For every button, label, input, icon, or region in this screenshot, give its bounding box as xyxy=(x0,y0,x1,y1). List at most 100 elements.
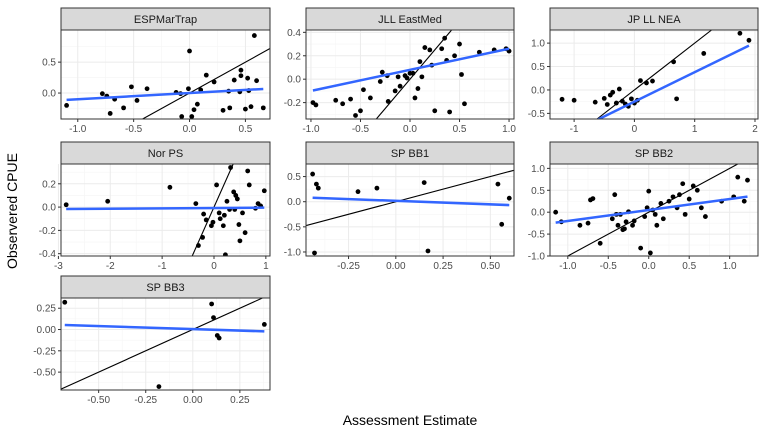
data-point xyxy=(187,48,192,54)
data-point xyxy=(630,222,635,228)
y-tick-label: -0.2 xyxy=(39,226,57,237)
data-point xyxy=(374,185,380,191)
data-point xyxy=(99,91,105,97)
data-point xyxy=(243,106,248,112)
data-point xyxy=(592,99,598,105)
data-point xyxy=(457,41,462,47)
facet-panel: ESPMarTrap -1.0 -0.5 0.0 0.5 0.0 0.5 xyxy=(42,7,271,135)
data-point xyxy=(240,210,245,216)
y-tick-label: 1.0 xyxy=(531,164,545,175)
data-point xyxy=(619,98,625,104)
data-point xyxy=(340,101,346,107)
data-point xyxy=(647,250,653,256)
facet-panel: SP BB3 -0.50 -0.25 0.00 0.25 -0.50 -0.25 0.00 0.… xyxy=(33,275,271,406)
data-point xyxy=(701,51,707,56)
y-tick-label: 0.5 xyxy=(531,186,545,197)
y-tick-label: -0.25 xyxy=(33,346,56,357)
facet-title: SP BB3 xyxy=(146,282,184,294)
data-point xyxy=(698,205,704,211)
data-point xyxy=(179,114,185,119)
y-tick-label: -0.5 xyxy=(284,222,302,233)
y-tick-label: 0.5 xyxy=(42,58,56,69)
data-point xyxy=(129,84,134,90)
data-point xyxy=(674,96,680,102)
x-tick-label: -3 xyxy=(54,261,63,272)
data-point xyxy=(658,201,664,206)
x-tick-label: -2 xyxy=(106,261,115,272)
x-tick-label: 1 xyxy=(692,124,698,135)
identity-reference-line xyxy=(61,298,263,390)
data-point xyxy=(660,216,666,222)
facet-title: ESPMarTrap xyxy=(134,14,197,26)
data-point xyxy=(62,299,68,305)
data-point xyxy=(447,109,453,115)
data-point xyxy=(421,180,427,186)
y-tick-label: -0.2 xyxy=(284,98,302,109)
data-point xyxy=(385,99,391,104)
x-tick-label: 2 xyxy=(752,124,758,135)
data-point xyxy=(236,222,242,227)
x-tick-label: 1.0 xyxy=(502,124,516,135)
data-point xyxy=(638,245,644,251)
panel-marks xyxy=(310,30,512,119)
data-point xyxy=(214,182,219,188)
data-point xyxy=(211,79,217,85)
panel-marks xyxy=(61,298,267,390)
data-point xyxy=(314,181,319,187)
data-point xyxy=(220,107,226,113)
regression-fit-line xyxy=(66,206,265,211)
x-axis-title: Assessment Estimate xyxy=(343,412,478,428)
data-point xyxy=(680,181,686,187)
panel-border xyxy=(60,29,271,120)
y-tick-label: -0.4 xyxy=(39,249,57,260)
data-point xyxy=(224,198,230,204)
data-point xyxy=(631,218,637,224)
data-point xyxy=(616,86,622,92)
data-point xyxy=(644,80,649,86)
data-point xyxy=(459,72,464,77)
data-point xyxy=(377,79,383,84)
data-point xyxy=(189,114,195,119)
x-tick-label: 0.50 xyxy=(481,261,501,272)
data-point xyxy=(642,214,648,219)
data-point xyxy=(671,59,676,65)
data-point xyxy=(690,183,696,189)
data-point xyxy=(417,59,423,65)
data-point xyxy=(196,243,201,248)
x-tick-label: -0.25 xyxy=(337,261,360,272)
data-point xyxy=(227,105,233,111)
facet-title: Nor PS xyxy=(148,148,183,160)
data-point xyxy=(553,209,559,215)
panel-background xyxy=(61,30,270,119)
panel-marks xyxy=(306,169,514,256)
y-tick-label: -1.0 xyxy=(284,247,302,258)
y-tick-label: 0.5 xyxy=(531,62,545,73)
data-point xyxy=(228,165,233,170)
data-point xyxy=(686,196,692,202)
data-point xyxy=(238,67,244,73)
data-point xyxy=(613,100,619,106)
data-point xyxy=(105,198,111,204)
data-point xyxy=(221,212,227,218)
regression-fit-line xyxy=(66,87,264,102)
data-point xyxy=(211,315,216,320)
y-tick-label: 0.0 xyxy=(531,85,545,96)
data-point xyxy=(395,74,401,80)
panel-background xyxy=(61,298,270,390)
data-point xyxy=(652,211,658,217)
data-point xyxy=(646,188,652,194)
data-point xyxy=(392,88,398,94)
data-point xyxy=(353,113,358,118)
data-point xyxy=(167,184,173,190)
data-point xyxy=(358,108,363,114)
data-point xyxy=(203,72,209,78)
panel-border xyxy=(60,163,271,257)
data-point xyxy=(601,95,607,101)
data-point xyxy=(315,185,321,191)
data-point xyxy=(186,86,191,92)
data-point xyxy=(702,214,708,219)
x-tick-label: 0.25 xyxy=(230,395,250,406)
data-point xyxy=(612,192,618,198)
y-tick-label: 0.0 xyxy=(287,75,301,86)
data-point xyxy=(134,98,140,103)
